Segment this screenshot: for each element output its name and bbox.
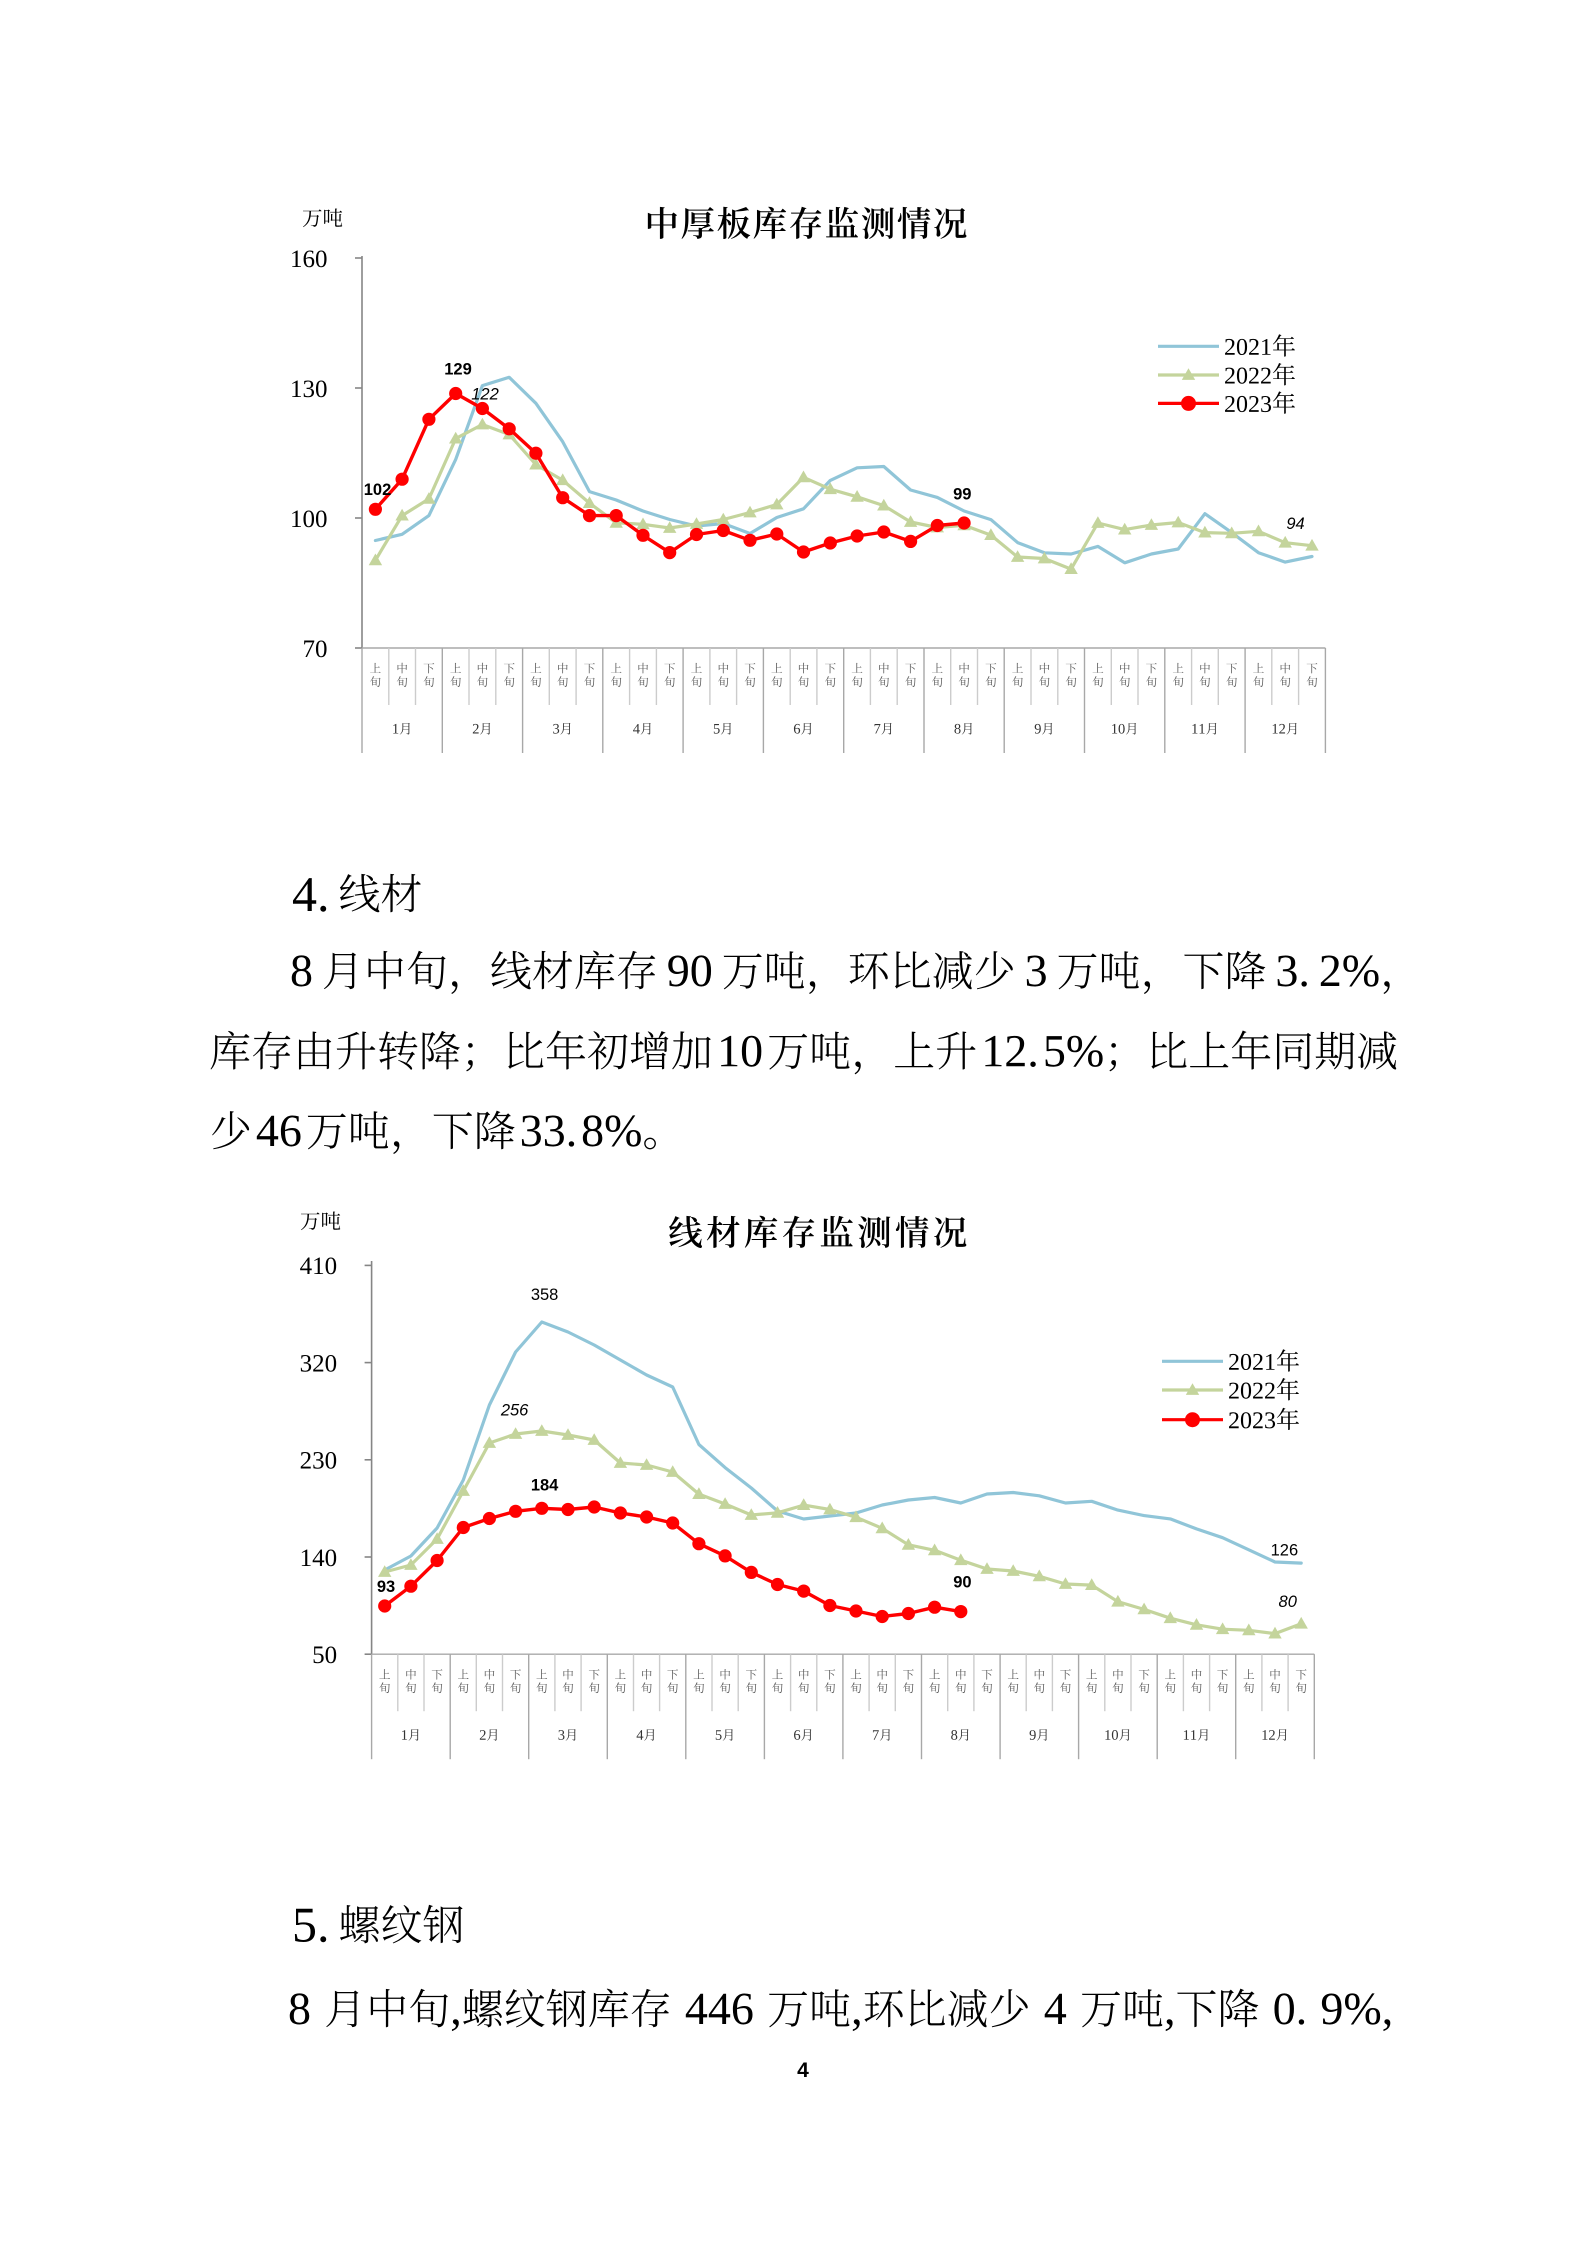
svg-text:320: 320: [300, 1350, 338, 1377]
svg-text:94: 94: [1286, 515, 1304, 533]
svg-text:130: 130: [290, 376, 328, 403]
svg-text:230: 230: [300, 1448, 338, 1475]
svg-text:99: 99: [953, 486, 971, 504]
svg-text:160: 160: [290, 246, 328, 273]
svg-text:358: 358: [531, 1286, 559, 1304]
svg-text:256: 256: [500, 1402, 529, 1420]
svg-text:93: 93: [377, 1578, 395, 1596]
svg-text:102: 102: [364, 481, 392, 499]
svg-text:126: 126: [1271, 1541, 1299, 1559]
svg-text:80: 80: [1279, 1593, 1298, 1611]
svg-text:122: 122: [471, 386, 499, 404]
svg-text:184: 184: [531, 1477, 559, 1495]
svg-text:4: 4: [797, 2059, 809, 2082]
svg-text:50: 50: [312, 1642, 337, 1669]
svg-text:100: 100: [290, 506, 328, 533]
svg-text:70: 70: [303, 636, 328, 663]
svg-text:140: 140: [300, 1545, 338, 1572]
svg-text:90: 90: [953, 1574, 971, 1592]
svg-text:410: 410: [300, 1253, 338, 1280]
svg-text:129: 129: [444, 361, 472, 379]
